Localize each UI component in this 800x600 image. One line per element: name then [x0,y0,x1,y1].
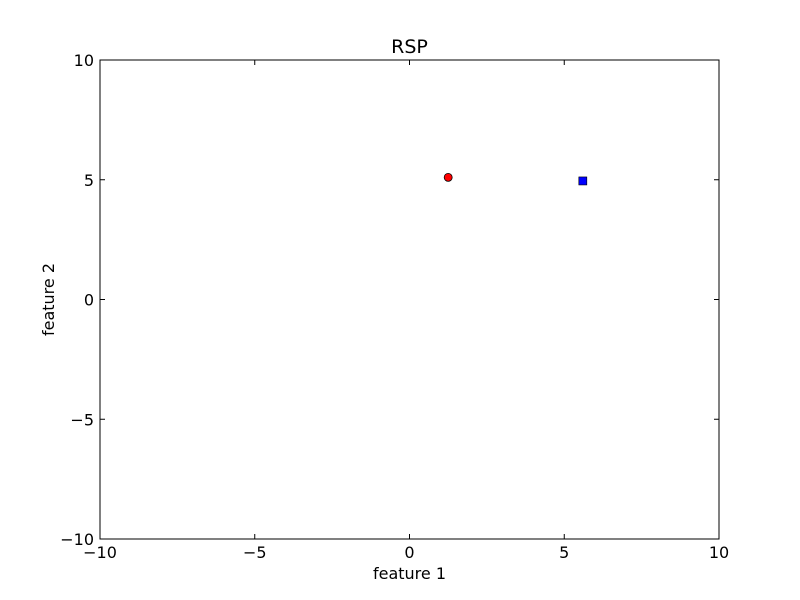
chart-title: RSP [391,36,428,58]
data-point-circle [443,172,453,182]
x-tick-label: −10 [83,543,117,562]
x-tick-label: 10 [709,543,729,562]
x-tick-label: 0 [404,543,414,562]
axis-tick-labels: −10 −5 0 5 10 −10 −5 0 5 10 [60,51,729,562]
y-tick-label: 0 [84,291,94,310]
axis-ticks [99,59,720,540]
y-tick-label: 10 [74,51,94,70]
x-tick-label: 5 [559,543,569,562]
x-tick-label: −5 [243,543,267,562]
y-tick-label: −10 [60,530,94,549]
plot-area-frame [99,59,720,540]
y-tick-label: 5 [84,171,94,190]
data-point-square [578,176,588,186]
data-points [443,172,588,186]
x-axis-label: feature 1 [373,564,446,583]
y-tick-label: −5 [70,410,94,429]
y-axis-label: feature 2 [39,263,58,336]
